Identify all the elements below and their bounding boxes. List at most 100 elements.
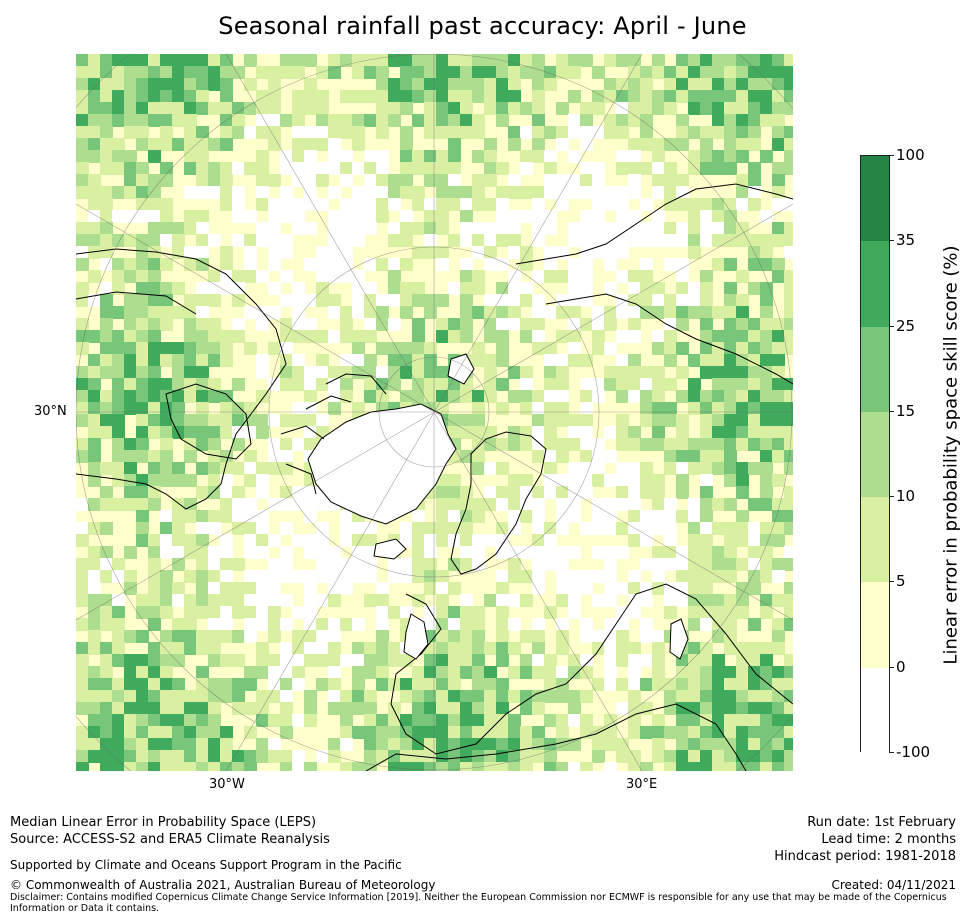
skill-cell [124,474,137,487]
skill-cell [388,378,401,391]
skill-cell [724,522,737,535]
skill-cell [148,702,161,715]
skill-cell [172,54,185,67]
skill-cell [172,354,185,367]
skill-cell [136,414,149,427]
skill-cell [616,390,629,403]
skill-cell [664,354,677,367]
skill-cell [412,162,425,175]
skill-cell [88,210,101,223]
skill-cell [112,78,125,91]
skill-cell [208,678,221,691]
skill-cell [700,594,713,607]
skill-cell [556,618,569,631]
skill-cell [124,294,137,307]
skill-cell [568,738,581,751]
skill-cell [460,282,473,295]
skill-cell [736,522,749,535]
skill-cell [472,222,485,235]
skill-cell [508,90,521,103]
skill-cell [520,474,533,487]
skill-cell [76,294,89,307]
skill-cell [208,606,221,619]
skill-cell [496,678,509,691]
skill-cell [184,606,197,619]
colorbar-segment [861,241,889,327]
skill-cell [340,558,353,571]
skill-cell [652,570,665,583]
skill-cell [724,630,737,643]
skill-cell [736,594,749,607]
skill-cell [172,678,185,691]
skill-cell [424,366,437,379]
skill-cell [640,438,653,451]
skill-cell [616,654,629,667]
footer-support-text: Supported by Climate and Oceans Support … [10,858,402,872]
skill-cell [412,762,425,771]
skill-cell [496,534,509,547]
skill-cell [592,438,605,451]
skill-cell [76,378,89,391]
skill-cell [628,486,641,499]
skill-cell [220,246,233,259]
coastline-north-america [76,248,287,510]
skill-cell [412,546,425,559]
skill-cell [112,378,125,391]
skill-cell [616,306,629,319]
coastline-africa [365,703,747,771]
skill-cell [400,66,413,79]
skill-cell [628,606,641,619]
skill-cell [436,126,449,139]
skill-cell [220,426,233,439]
skill-cell [316,378,329,391]
skill-cell [340,198,353,211]
skill-cell [208,186,221,199]
skill-cell [508,666,521,679]
skill-cell [208,522,221,535]
skill-cell [760,474,773,487]
skill-cell [148,186,161,199]
skill-cell [100,318,113,331]
skill-cell [604,678,617,691]
skill-cell [508,690,521,703]
skill-cell [136,318,149,331]
skill-cell [184,318,197,331]
skill-cell [496,66,509,79]
skill-cell [196,666,209,679]
skill-cell [196,210,209,223]
skill-cell [484,750,497,763]
skill-cell [316,282,329,295]
skill-cell [292,534,305,547]
skill-cell [520,654,533,667]
graticule [76,54,793,771]
skill-cell [328,642,341,655]
skill-cell [544,534,557,547]
skill-cell [412,186,425,199]
skill-cell [148,222,161,235]
skill-cell [556,690,569,703]
skill-cell [124,162,137,175]
skill-cell [172,234,185,247]
skill-cell [748,438,761,451]
skill-cell [472,726,485,739]
skill-cell [76,66,89,79]
skill-cell [388,354,401,367]
skill-cell [700,198,713,211]
skill-cell [100,294,113,307]
skill-cell [76,162,89,175]
skill-cell [532,102,545,115]
skill-cell [304,162,317,175]
skill-cell [664,198,677,211]
skill-cell [292,198,305,211]
skill-cell [436,582,449,595]
skill-cell [316,90,329,103]
skill-cell [148,426,161,439]
skill-cell [448,582,461,595]
skill-cell [472,390,485,403]
skill-cell [292,150,305,163]
skill-cell [652,378,665,391]
skill-cell [328,54,341,67]
skill-cell [304,198,317,211]
skill-cell [364,750,377,763]
skill-cell [196,462,209,475]
